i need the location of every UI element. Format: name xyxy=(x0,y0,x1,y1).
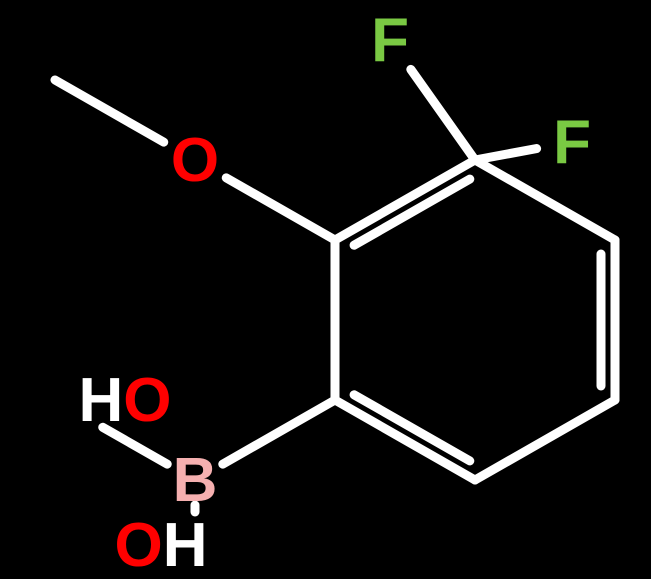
atom-O: OH xyxy=(114,511,207,579)
bond xyxy=(226,178,335,240)
bond xyxy=(475,160,615,240)
bond xyxy=(411,69,475,160)
bonds-group xyxy=(55,69,615,512)
bond xyxy=(354,179,470,245)
molecule-canvas: F F O BHO OH xyxy=(0,0,651,579)
atom-O: HO xyxy=(78,366,171,435)
atom-F: F xyxy=(371,6,409,75)
atom-B: B xyxy=(173,446,218,515)
bond xyxy=(475,400,615,480)
bond xyxy=(55,80,164,142)
atom-F: F xyxy=(553,108,591,177)
bond xyxy=(223,400,335,464)
bond xyxy=(475,149,537,160)
atom-O: O xyxy=(171,126,219,195)
bond xyxy=(335,400,475,480)
bond xyxy=(335,160,475,240)
bond xyxy=(354,395,470,461)
